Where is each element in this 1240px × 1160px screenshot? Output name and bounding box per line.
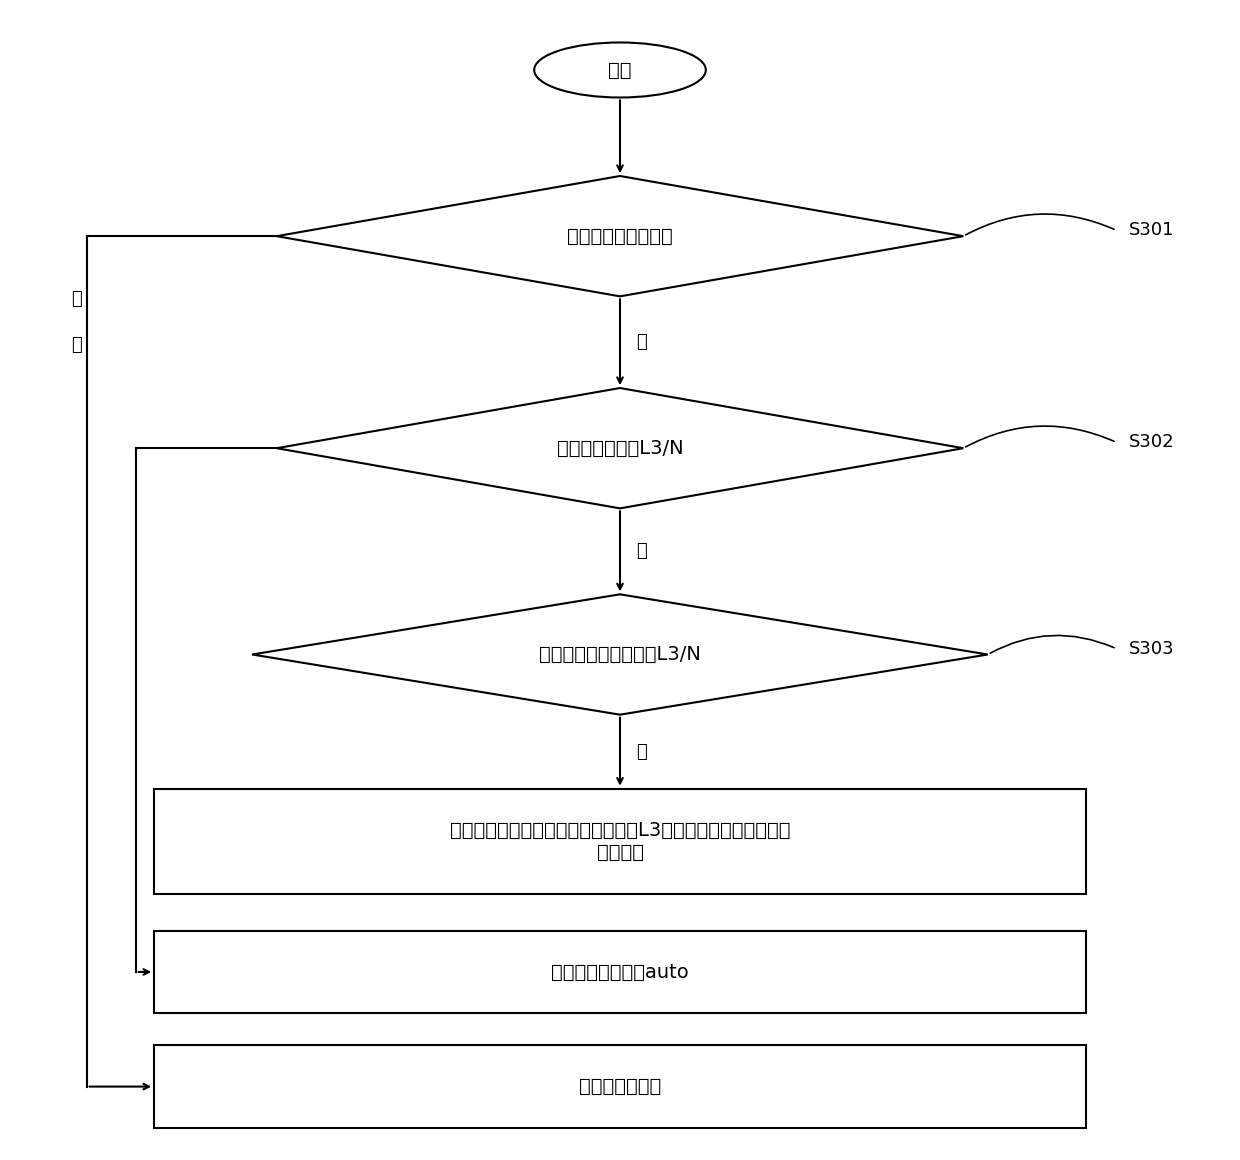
Text: S303: S303 [1128, 640, 1174, 658]
Text: 是: 是 [636, 742, 647, 761]
Polygon shape [252, 594, 988, 715]
FancyBboxPatch shape [154, 1045, 1086, 1128]
Text: 是: 是 [72, 336, 82, 354]
Text: 否: 否 [636, 543, 647, 560]
Text: 否: 否 [72, 290, 82, 309]
Text: S301: S301 [1128, 222, 1174, 239]
Text: S302: S302 [1128, 434, 1174, 451]
FancyBboxPatch shape [154, 930, 1086, 1013]
Polygon shape [277, 389, 963, 508]
Text: 不进行任何处理: 不进行任何处理 [579, 1078, 661, 1096]
Text: 其宽度值赋值为最小宽度值，同时将L3的值减少与该列的宽度值
相同的值: 其宽度值赋值为最小宽度值，同时将L3的值减少与该列的宽度值 相同的值 [450, 821, 790, 862]
Text: 将其宽度值赋值为auto: 将其宽度值赋值为auto [551, 963, 689, 981]
Text: 是否存在最小宽度值: 是否存在最小宽度值 [567, 226, 673, 246]
Text: 是: 是 [636, 333, 647, 351]
Text: 最小宽度值大于或等于L3/N: 最小宽度值大于或等于L3/N [539, 645, 701, 664]
Text: 开始: 开始 [609, 60, 631, 80]
FancyBboxPatch shape [154, 789, 1086, 894]
Text: 最小宽度值小于L3/N: 最小宽度值小于L3/N [557, 438, 683, 458]
Polygon shape [277, 176, 963, 296]
Ellipse shape [534, 43, 706, 97]
